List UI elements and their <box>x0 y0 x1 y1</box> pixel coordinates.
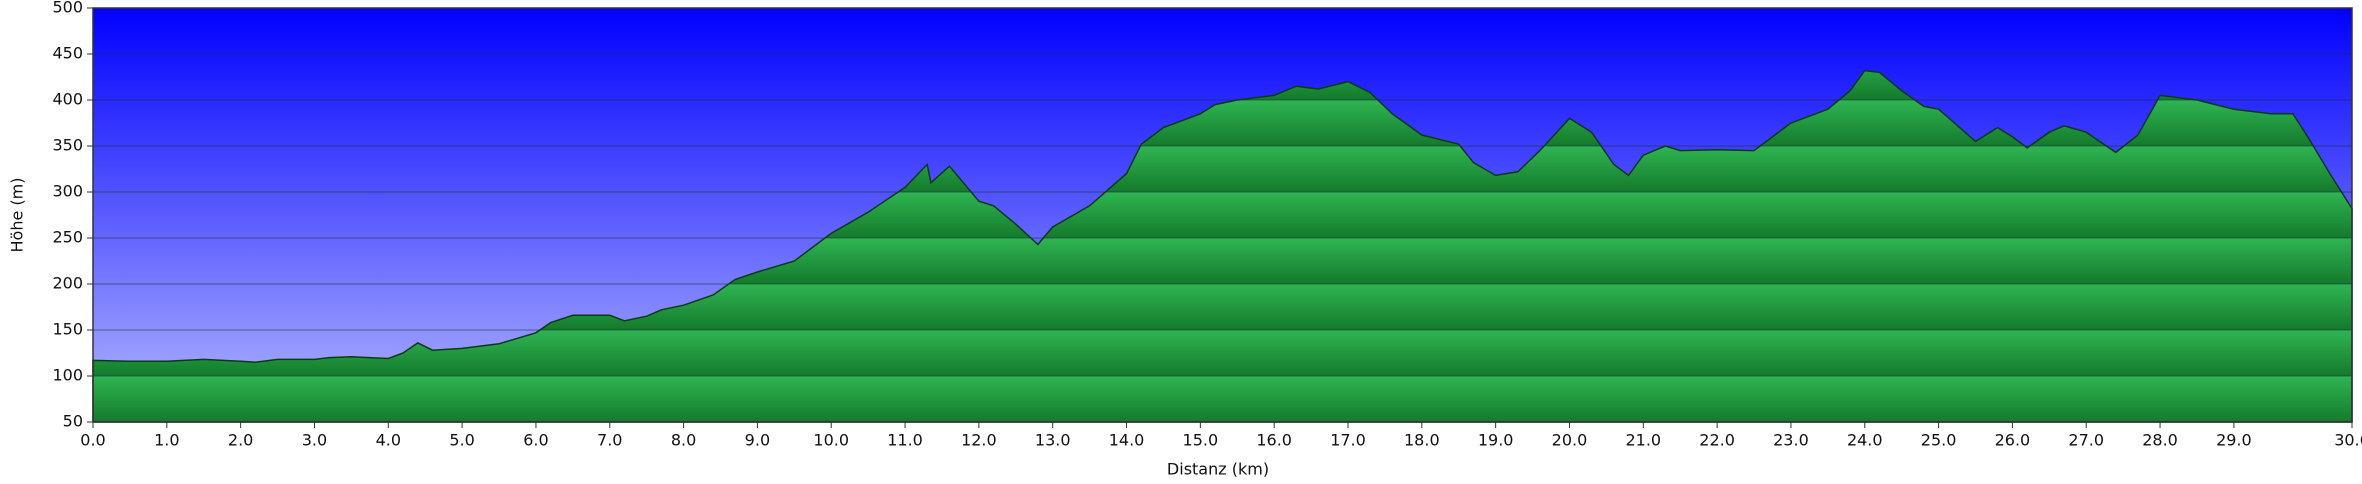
x-tick-label: 28.0 <box>2142 431 2178 450</box>
x-tick-label: 1.0 <box>154 431 179 450</box>
y-tick-label: 100 <box>52 366 83 385</box>
y-tick-label: 350 <box>52 136 83 155</box>
x-tick-label: 20.0 <box>1552 431 1588 450</box>
x-tick-label: 26.0 <box>1995 431 2031 450</box>
x-tick-label: 0.0 <box>80 431 105 450</box>
x-tick-label: 12.0 <box>961 431 997 450</box>
x-tick-label: 22.0 <box>1699 431 1735 450</box>
x-tick-label: 16.0 <box>1256 431 1292 450</box>
x-tick-label: 5.0 <box>449 431 474 450</box>
y-tick-label: 200 <box>52 274 83 293</box>
elevation-area <box>92 69 2353 423</box>
x-tick-label: 15.0 <box>1183 431 1219 450</box>
x-tick-label: 29.0 <box>2216 431 2252 450</box>
y-tick-label: 300 <box>52 182 83 201</box>
y-tick-label: 250 <box>52 228 83 247</box>
x-tick-label: 9.0 <box>745 431 770 450</box>
y-tick-label: 50 <box>63 412 83 431</box>
x-tick-label: 30.6 <box>2334 431 2362 450</box>
y-tick-label: 450 <box>52 44 83 63</box>
x-tick-label: 7.0 <box>597 431 622 450</box>
x-tick-label: 10.0 <box>813 431 849 450</box>
x-tick-label: 27.0 <box>2068 431 2104 450</box>
x-tick-label: 3.0 <box>302 431 327 450</box>
x-tick-label: 21.0 <box>1625 431 1661 450</box>
x-tick-label: 23.0 <box>1773 431 1809 450</box>
x-tick-label: 13.0 <box>1035 431 1071 450</box>
plot-frame <box>92 7 2353 423</box>
x-tick-label: 14.0 <box>1109 431 1145 450</box>
y-tick-label: 500 <box>52 0 83 17</box>
y-axis-label: Höhe (m) <box>8 178 27 253</box>
x-tick-label: 11.0 <box>887 431 923 450</box>
y-tick-label: 400 <box>52 90 83 109</box>
x-tick-label: 19.0 <box>1478 431 1514 450</box>
x-axis-label: Distanz (km) <box>1167 460 1269 479</box>
x-tick-label: 6.0 <box>523 431 548 450</box>
x-tick-label: 17.0 <box>1330 431 1366 450</box>
x-tick-label: 25.0 <box>1921 431 1957 450</box>
x-tick-label: 24.0 <box>1847 431 1883 450</box>
y-tick-label: 150 <box>52 320 83 339</box>
x-tick-label: 2.0 <box>228 431 253 450</box>
x-tick-label: 4.0 <box>376 431 401 450</box>
x-tick-label: 8.0 <box>671 431 696 450</box>
x-tick-label: 18.0 <box>1404 431 1440 450</box>
